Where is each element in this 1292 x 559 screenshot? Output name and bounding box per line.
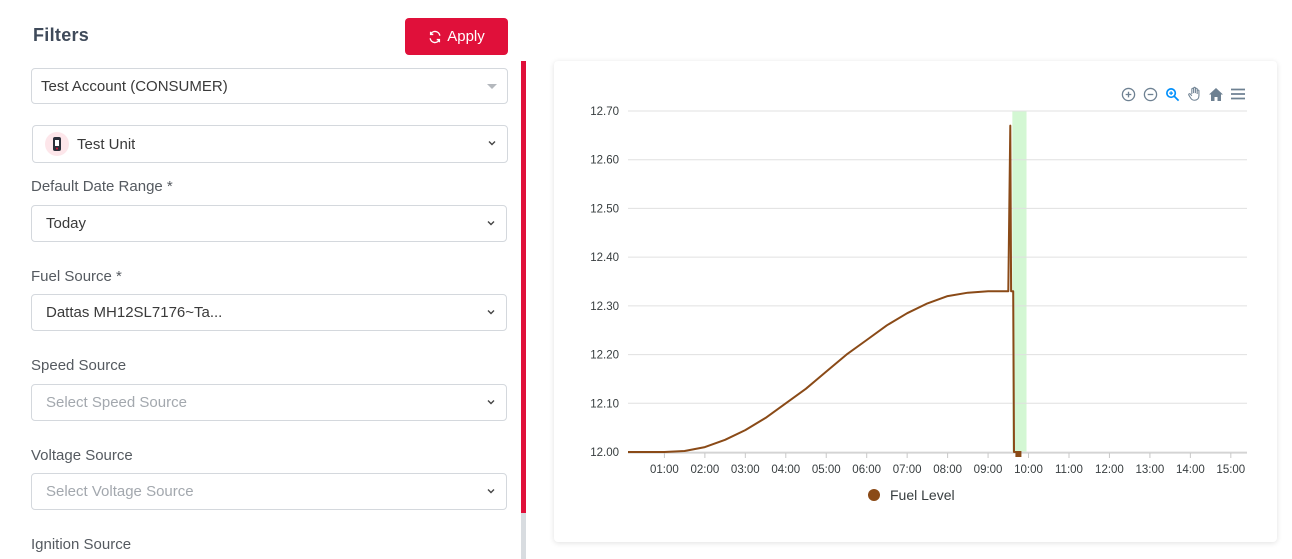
x-tick-label: 15:00 <box>1216 464 1245 476</box>
x-tick-label: 06:00 <box>852 464 881 476</box>
ignition-source-label: Ignition Source <box>31 536 132 553</box>
legend-label: Fuel Level <box>890 487 955 503</box>
fuel-source-label: Fuel Source * <box>31 268 122 285</box>
selection-zoom-icon[interactable] <box>1163 85 1181 103</box>
x-tick-label: 12:00 <box>1095 464 1124 476</box>
pan-hand-icon[interactable] <box>1185 85 1203 103</box>
y-tick-label: 12.20 <box>590 350 619 362</box>
menu-icon[interactable] <box>1229 85 1247 103</box>
home-reset-icon[interactable] <box>1207 85 1225 103</box>
x-tick-label: 03:00 <box>731 464 760 476</box>
y-tick-label: 12.30 <box>590 301 619 313</box>
speed-source-label: Speed Source <box>31 357 127 374</box>
x-tick-label: 04:00 <box>771 464 800 476</box>
x-tick-label: 01:00 <box>650 464 679 476</box>
fuel-chart-card: 12.70 12.60 12.50 12.40 12.30 12.20 12.10 12.00… <box>554 61 1277 542</box>
panel-scrollbar-thumb[interactable] <box>521 61 526 513</box>
speed-source-placeholder: Select Speed Source <box>46 394 187 411</box>
zoom-in-icon[interactable] <box>1119 85 1137 103</box>
chevron-down-icon <box>488 141 496 146</box>
chevron-down-icon <box>487 309 495 314</box>
apply-button[interactable]: Apply <box>405 18 508 55</box>
x-tick-label: 10:00 <box>1014 464 1043 476</box>
unit-select[interactable]: Test Unit <box>32 125 508 163</box>
x-tick-label: 11:00 <box>1055 464 1083 476</box>
voltage-source-select[interactable]: Select Voltage Source <box>31 473 507 510</box>
series-line-fuel-level <box>628 124 1019 453</box>
chevron-down-icon <box>487 488 495 493</box>
x-tick-label: 07:00 <box>893 464 922 476</box>
device-icon <box>45 132 69 156</box>
apply-button-label: Apply <box>447 28 485 45</box>
y-tick-label: 12.10 <box>590 398 619 410</box>
y-tick-label: 12.00 <box>590 447 619 459</box>
x-tick-label: 13:00 <box>1136 464 1165 476</box>
y-tick-label: 12.60 <box>590 155 619 167</box>
filters-title: Filters <box>33 25 90 45</box>
x-tick-label: 14:00 <box>1176 464 1205 476</box>
account-select-value: Test Account (CONSUMER) <box>41 77 228 95</box>
chevron-down-icon <box>487 220 495 225</box>
x-tick-label: 02:00 <box>690 464 719 476</box>
fuel-source-value: Dattas MH12SL7176~Ta... <box>46 304 223 321</box>
fuel-source-select[interactable]: Dattas MH12SL7176~Ta... <box>31 294 507 331</box>
panel-scrollbar-track[interactable] <box>521 513 526 559</box>
unit-select-value: Test Unit <box>77 135 136 153</box>
chevron-down-icon <box>487 399 495 404</box>
x-tick-label: 05:00 <box>812 464 841 476</box>
fuel-chart: 12.70 12.60 12.50 12.40 12.30 12.20 12.10 12.00… <box>590 106 1247 476</box>
y-tick-label: 12.50 <box>590 203 619 215</box>
chart-toolbar <box>1119 85 1247 103</box>
series-end-marker <box>1015 451 1022 457</box>
date-range-value: Today <box>46 215 87 232</box>
voltage-source-placeholder: Select Voltage Source <box>46 483 194 500</box>
date-range-label: Default Date Range * <box>31 178 173 195</box>
speed-source-select[interactable]: Select Speed Source <box>31 384 507 421</box>
voltage-source-label: Voltage Source <box>31 447 133 464</box>
zoom-out-icon[interactable] <box>1141 85 1159 103</box>
date-range-select[interactable]: Today <box>31 205 507 242</box>
highlight-band <box>1012 111 1027 452</box>
y-tick-label: 12.40 <box>590 252 619 264</box>
legend-marker <box>868 489 880 501</box>
x-tick-label: 09:00 <box>974 464 1003 476</box>
refresh-icon <box>429 30 441 43</box>
caret-down-icon <box>487 84 497 89</box>
y-tick-label: 12.70 <box>590 106 619 118</box>
account-select[interactable]: Test Account (CONSUMER) <box>31 68 508 104</box>
chart-legend[interactable]: Fuel Level <box>868 487 955 503</box>
x-tick-label: 08:00 <box>933 464 962 476</box>
